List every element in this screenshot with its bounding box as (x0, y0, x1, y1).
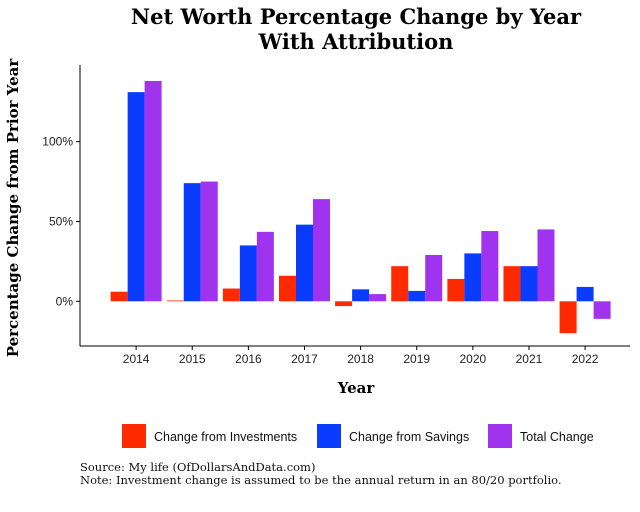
legend-swatch (122, 424, 146, 448)
x-tick-label: 2018 (347, 352, 374, 366)
x-tick-label: 2022 (572, 352, 599, 366)
bar-investments (222, 288, 240, 302)
bar-savings (295, 224, 313, 302)
legend-label: Total Change (520, 430, 594, 444)
bar-total (537, 229, 555, 302)
bar-total (369, 294, 387, 302)
bar-investments (166, 300, 184, 302)
chart-subtitle: With Attribution (258, 29, 454, 54)
y-tick-label: 100% (42, 135, 73, 149)
bar-investments (559, 301, 577, 334)
bar-savings (520, 266, 538, 302)
x-axis-title: Year (337, 379, 376, 397)
bar-total (200, 181, 218, 302)
x-tick-label: 2016 (235, 352, 262, 366)
x-tick-label: 2017 (291, 352, 318, 366)
bar-total (481, 231, 499, 302)
plot-area: 0% 50% 100% 2014 2015 2016 2017 2018 2019 2020 202… (42, 80, 611, 366)
bar-savings (352, 289, 370, 302)
bar-investments (391, 266, 409, 302)
bar-investments (335, 301, 353, 307)
bar-total (144, 80, 162, 302)
bar-investments (278, 275, 296, 302)
x-tick-label: 2019 (403, 352, 430, 366)
bar-investments (110, 291, 128, 302)
x-tick-label: 2021 (516, 352, 543, 366)
bar-savings (576, 286, 594, 302)
legend: Change from Investments Change from Savin… (122, 424, 594, 448)
y-tick-label: 0% (56, 294, 74, 308)
bar-total (312, 199, 330, 302)
y-axis-title: Percentage Change from Prior Year (4, 58, 22, 358)
legend-label: Change from Investments (154, 430, 297, 444)
x-tick-label: 2020 (460, 352, 487, 366)
x-tick-label: 2014 (123, 352, 150, 366)
x-tick-label: 2015 (179, 352, 206, 366)
bar-total (593, 301, 611, 319)
chart-title: Net Worth Percentage Change by Year (131, 4, 582, 29)
bar-total (425, 254, 443, 302)
bar-savings (239, 245, 257, 302)
bar-savings (127, 92, 145, 302)
bar-investments (503, 266, 521, 302)
bar-savings (464, 253, 482, 302)
bar-savings (183, 183, 201, 302)
bar-investments (447, 278, 465, 302)
source-caption: Source: My life (OfDollarsAndData.com) (80, 460, 316, 474)
bar-total (256, 231, 274, 302)
y-tick-label: 50% (49, 214, 73, 228)
legend-swatch (317, 424, 341, 448)
bar-savings (408, 290, 426, 302)
note-caption: Note: Investment change is assumed to be… (80, 473, 562, 487)
legend-swatch (488, 424, 512, 448)
legend-label: Change from Savings (349, 430, 469, 444)
